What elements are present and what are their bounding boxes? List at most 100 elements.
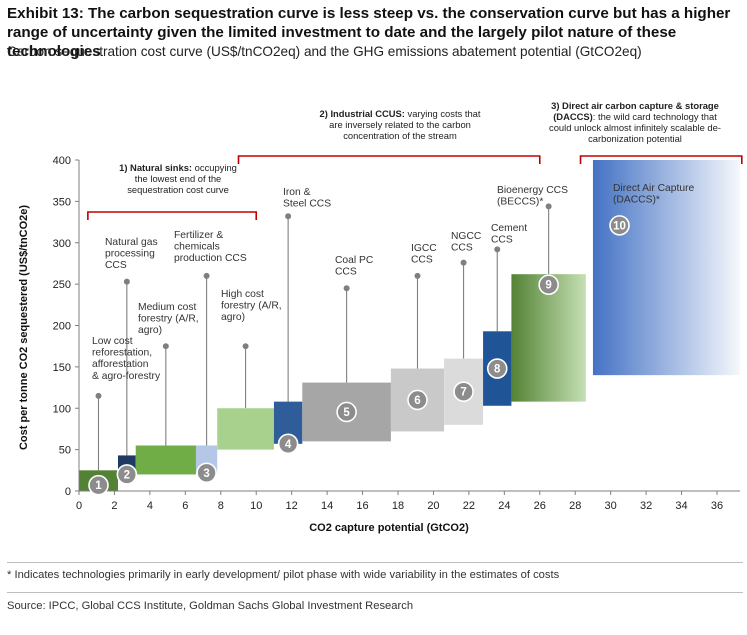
cost-segment-bar [511,274,586,402]
marker-dot [545,203,552,210]
page-title: Exhibit 13: The carbon sequestration cur… [7,5,731,60]
page-subtitle: Carbon sequestration cost curve (US$/tnC… [7,44,642,59]
segment-number: 10 [613,220,626,232]
x-tick-label: 34 [675,500,687,512]
source-note: Source: IPCC, Global CCS Institute, Gold… [7,600,414,612]
group-label-line: 1) Natural sinks: occupying [119,162,237,173]
segment-label-line: NGCC [451,231,482,242]
segment-label-line: production CCS [174,253,247,264]
segment-label-line: agro) [221,312,245,323]
segment-label-line: Steel CCS [283,199,331,210]
segment-number-badge [196,462,217,484]
y-tick-label: 100 [53,403,71,415]
segment-label-line: Coal PC [335,255,374,266]
x-tick-label: 30 [605,500,617,512]
segment-number-badge [609,215,630,236]
x-tick-label: 0 [76,500,82,512]
segment-label-line: reforestation, [92,348,152,359]
y-tick-label: 50 [59,445,71,457]
segment-label-line: afforestation [92,359,149,370]
segment-label-line: CCS [411,255,433,266]
segment-number: 5 [343,407,350,419]
group-label-line: sequestration cost curve [127,184,229,195]
marker-dot [242,343,249,350]
x-axis-label: CO2 capture potential (GtCO2) [309,522,469,534]
segment-label-line: (DACCS)* [613,195,660,206]
y-axis-label: Cost per tonne CO2 sequestered (US$/tnCO… [18,205,30,450]
segment-label-line: Fertilizer & [174,230,223,241]
segment-number-badge [277,433,299,455]
segment-label-line: forestry (A/R, [221,301,282,312]
x-tick-label: 36 [711,500,723,512]
segment-label-line: CCS [105,260,127,271]
x-tick-label: 4 [147,500,153,512]
marker-dot [343,285,350,292]
segment-number-badge [538,274,559,296]
segment-label-line: processing [105,249,155,260]
x-tick-label: 18 [392,500,404,512]
segment-number-badge [88,474,109,496]
segment-label-line: IGCC [411,243,437,254]
segment-number: 2 [124,469,130,481]
y-tick-label: 250 [53,279,71,291]
y-tick-label: 300 [53,238,71,250]
segment-label-line: forestry (A/R, [138,314,199,325]
cost-segment-bar [135,445,196,475]
segment-number: 9 [545,280,551,292]
x-tick-label: 10 [250,500,262,512]
marker-dot [494,246,501,253]
group-label-line: concentration of the stream [343,130,457,141]
group-label-line: the lowest end of the [135,173,222,184]
y-tick-label: 0 [65,486,71,498]
x-tick-label: 26 [534,500,546,512]
y-tick-label: 150 [53,362,71,374]
marker-dot [285,213,292,220]
y-tick-label: 200 [53,321,71,333]
group-bracket [579,155,743,164]
group-label-line: 3) Direct air carbon capture & storage [551,100,719,111]
footnote: * Indicates technologies primarily in ea… [7,569,560,581]
segment-label-line: High cost [221,289,264,300]
group-label-line: could unlock almost infinitely scalable … [549,122,721,133]
x-tick-label: 22 [463,500,475,512]
segment-number-badge [407,389,428,411]
segment-label-line: CCS [335,267,357,278]
marker-dot [203,272,210,279]
segment-label-line: chemicals [174,242,220,253]
segment-number: 8 [494,364,501,376]
x-tick-label: 16 [356,500,368,512]
source-divider [7,592,743,593]
x-tick-label: 24 [498,500,510,512]
segment-label-line: CCS [451,243,473,254]
group-bracket [87,211,258,220]
segment-label-line: (BECCS)* [497,197,543,208]
x-tick-label: 8 [218,500,224,512]
x-tick-label: 32 [640,500,652,512]
marker-dot [460,259,467,266]
group-label-line: 2) Industrial CCUS: varying costs that [320,108,481,119]
segment-label-line: Bioenergy CCS [497,185,568,196]
segment-number: 1 [95,480,102,492]
x-tick-label: 14 [321,500,333,512]
x-tick-label: 20 [427,500,439,512]
segment-label-line: Low cost [92,336,133,347]
segment-number: 7 [460,387,466,399]
segment-number-badge [453,381,474,403]
segment-number: 3 [203,468,209,480]
segment-number-badge [486,358,508,379]
segment-label-line: Medium cost [138,302,197,313]
marker-dot [162,343,169,350]
segment-label-line: Direct Air Capture [613,183,695,194]
y-tick-label: 350 [53,196,71,208]
segment-number: 6 [414,395,420,407]
segment-label-line: Natural gas [105,237,158,248]
x-tick-label: 2 [111,500,117,512]
segment-label-line: agro) [138,325,162,336]
marker-dot [123,278,130,285]
group-label-line: (DACCS): the wild card technology that [553,111,717,122]
segment-number-badge [116,464,138,485]
cost-segment-bar [592,160,740,376]
segment-number-badge [336,401,357,423]
x-tick-label: 28 [569,500,581,512]
